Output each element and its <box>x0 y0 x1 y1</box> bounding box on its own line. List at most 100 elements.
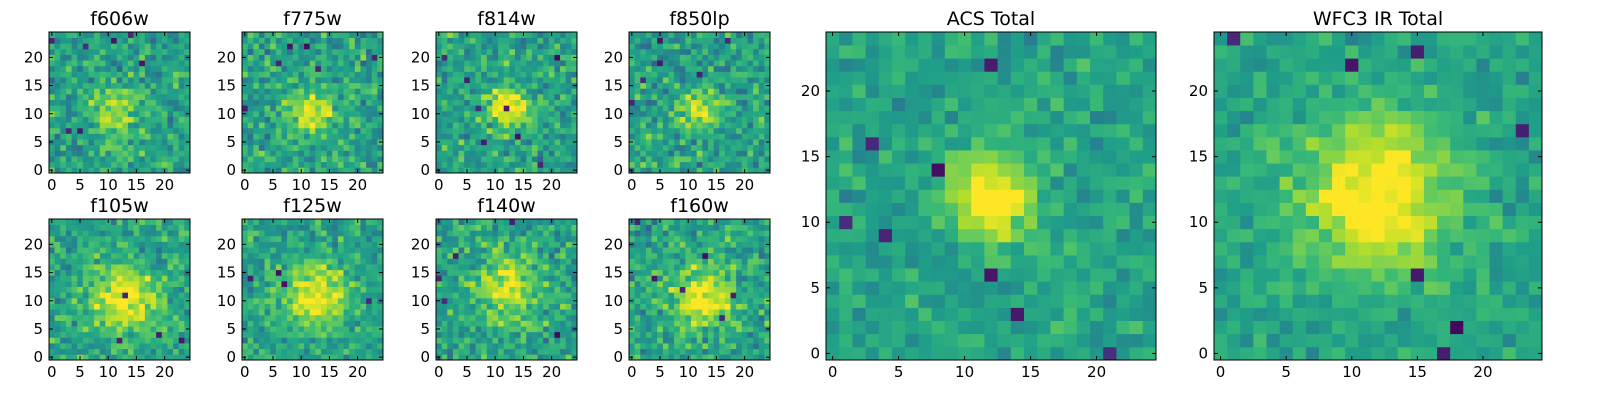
heatmap-cell <box>281 297 288 304</box>
heatmap-cell <box>691 99 698 106</box>
heatmap-cell <box>105 161 112 168</box>
heatmap-cell <box>49 65 55 72</box>
heatmap-cell <box>679 314 686 321</box>
heatmap-cell <box>634 326 641 333</box>
heatmap-cell <box>156 281 163 288</box>
heatmap-cell <box>537 258 544 265</box>
heatmap-cell <box>452 247 459 254</box>
heatmap-cell <box>111 264 118 271</box>
heatmap-cell <box>309 337 316 344</box>
heatmap-cell <box>54 32 61 38</box>
heatmap-cell <box>315 354 322 361</box>
heatmap-cell <box>629 65 635 72</box>
heatmap-cell <box>565 331 572 338</box>
heatmap-cell <box>139 235 146 242</box>
heatmap-cell <box>275 105 282 112</box>
heatmap-cell <box>758 77 765 84</box>
heatmap-cell <box>441 99 448 106</box>
heatmap-cell <box>377 264 384 271</box>
heatmap-cell <box>657 48 664 55</box>
heatmap-cell <box>150 320 157 327</box>
heatmap-cell <box>173 88 180 95</box>
heatmap-cell <box>441 65 448 72</box>
heatmap-cell <box>526 354 533 361</box>
heatmap-cell <box>99 77 106 84</box>
heatmap-cell <box>111 219 118 225</box>
heatmap-cell <box>719 281 726 288</box>
heatmap-cell <box>509 110 516 117</box>
heatmap-cell <box>116 224 123 231</box>
heatmap-cell <box>105 337 112 344</box>
heatmap-cell <box>337 241 344 248</box>
heatmap-cell <box>441 156 448 163</box>
heatmap-cell <box>287 252 294 259</box>
heatmap-cell <box>458 99 465 106</box>
heatmap-cell <box>458 167 465 174</box>
heatmap-cell <box>645 110 652 117</box>
heatmap-cell <box>287 219 294 225</box>
heatmap-cell <box>366 326 373 333</box>
heatmap-cell <box>77 37 84 44</box>
heatmap-cell <box>167 167 174 174</box>
heatmap-cell <box>360 144 367 151</box>
heatmap-cell <box>565 320 572 327</box>
x-tick-label: 0 <box>47 176 57 194</box>
heatmap-cell <box>366 230 373 237</box>
heatmap-cell <box>753 144 760 151</box>
heatmap-cell <box>54 264 61 271</box>
heatmap-cell <box>475 343 482 350</box>
heatmap-cell <box>526 264 533 271</box>
heatmap-cell <box>741 116 748 123</box>
heatmap-cell <box>99 281 106 288</box>
heatmap-cell <box>679 348 686 355</box>
heatmap-cell <box>332 88 339 95</box>
heatmap-cell <box>371 309 378 316</box>
heatmap-cell <box>514 43 521 50</box>
heatmap-cell <box>475 65 482 72</box>
heatmap-cell <box>71 32 78 38</box>
heatmap-cell <box>736 320 743 327</box>
heatmap-cell <box>498 139 505 146</box>
heatmap-cell <box>464 77 471 84</box>
heatmap-cell <box>264 224 271 231</box>
heatmap-cell <box>326 297 333 304</box>
heatmap-cell <box>156 54 163 61</box>
heatmap-cell <box>571 343 578 350</box>
heatmap-cell <box>629 309 635 316</box>
heatmap-cell <box>537 94 544 101</box>
heatmap-cell <box>343 264 350 271</box>
heatmap-cell <box>178 48 185 55</box>
heatmap-cell <box>161 105 168 112</box>
heatmap-cell <box>702 320 709 327</box>
heatmap-cell <box>77 60 84 67</box>
heatmap-cell <box>458 32 465 38</box>
heatmap-cell <box>719 320 726 327</box>
heatmap-cell <box>724 105 731 112</box>
heatmap-cell <box>292 116 299 123</box>
heatmap-cell <box>258 337 265 344</box>
heatmap-cell <box>543 252 550 259</box>
heatmap-cell <box>144 275 151 282</box>
heatmap-cell <box>54 320 61 327</box>
heatmap-cell <box>758 281 765 288</box>
heatmap-cell <box>133 326 140 333</box>
heatmap-cell <box>707 292 714 299</box>
heatmap-cell <box>139 258 146 265</box>
heatmap-cell <box>469 144 476 151</box>
x-tick-label: 0 <box>434 176 444 194</box>
heatmap-cell <box>634 167 641 174</box>
heatmap-cell <box>150 230 157 237</box>
heatmap-cell <box>77 281 84 288</box>
heatmap-cell <box>503 331 510 338</box>
heatmap-cell <box>458 281 465 288</box>
heatmap-cell <box>736 343 743 350</box>
heatmap-cell <box>71 241 78 248</box>
heatmap-cell <box>674 337 681 344</box>
chart-title: f850lp <box>669 8 729 30</box>
heatmap-cell <box>571 122 578 129</box>
heatmap-cell <box>88 286 95 293</box>
heatmap-cell <box>292 337 299 344</box>
heatmap-cell <box>99 144 106 151</box>
heatmap-cell <box>133 314 140 321</box>
heatmap-cell <box>719 297 726 304</box>
